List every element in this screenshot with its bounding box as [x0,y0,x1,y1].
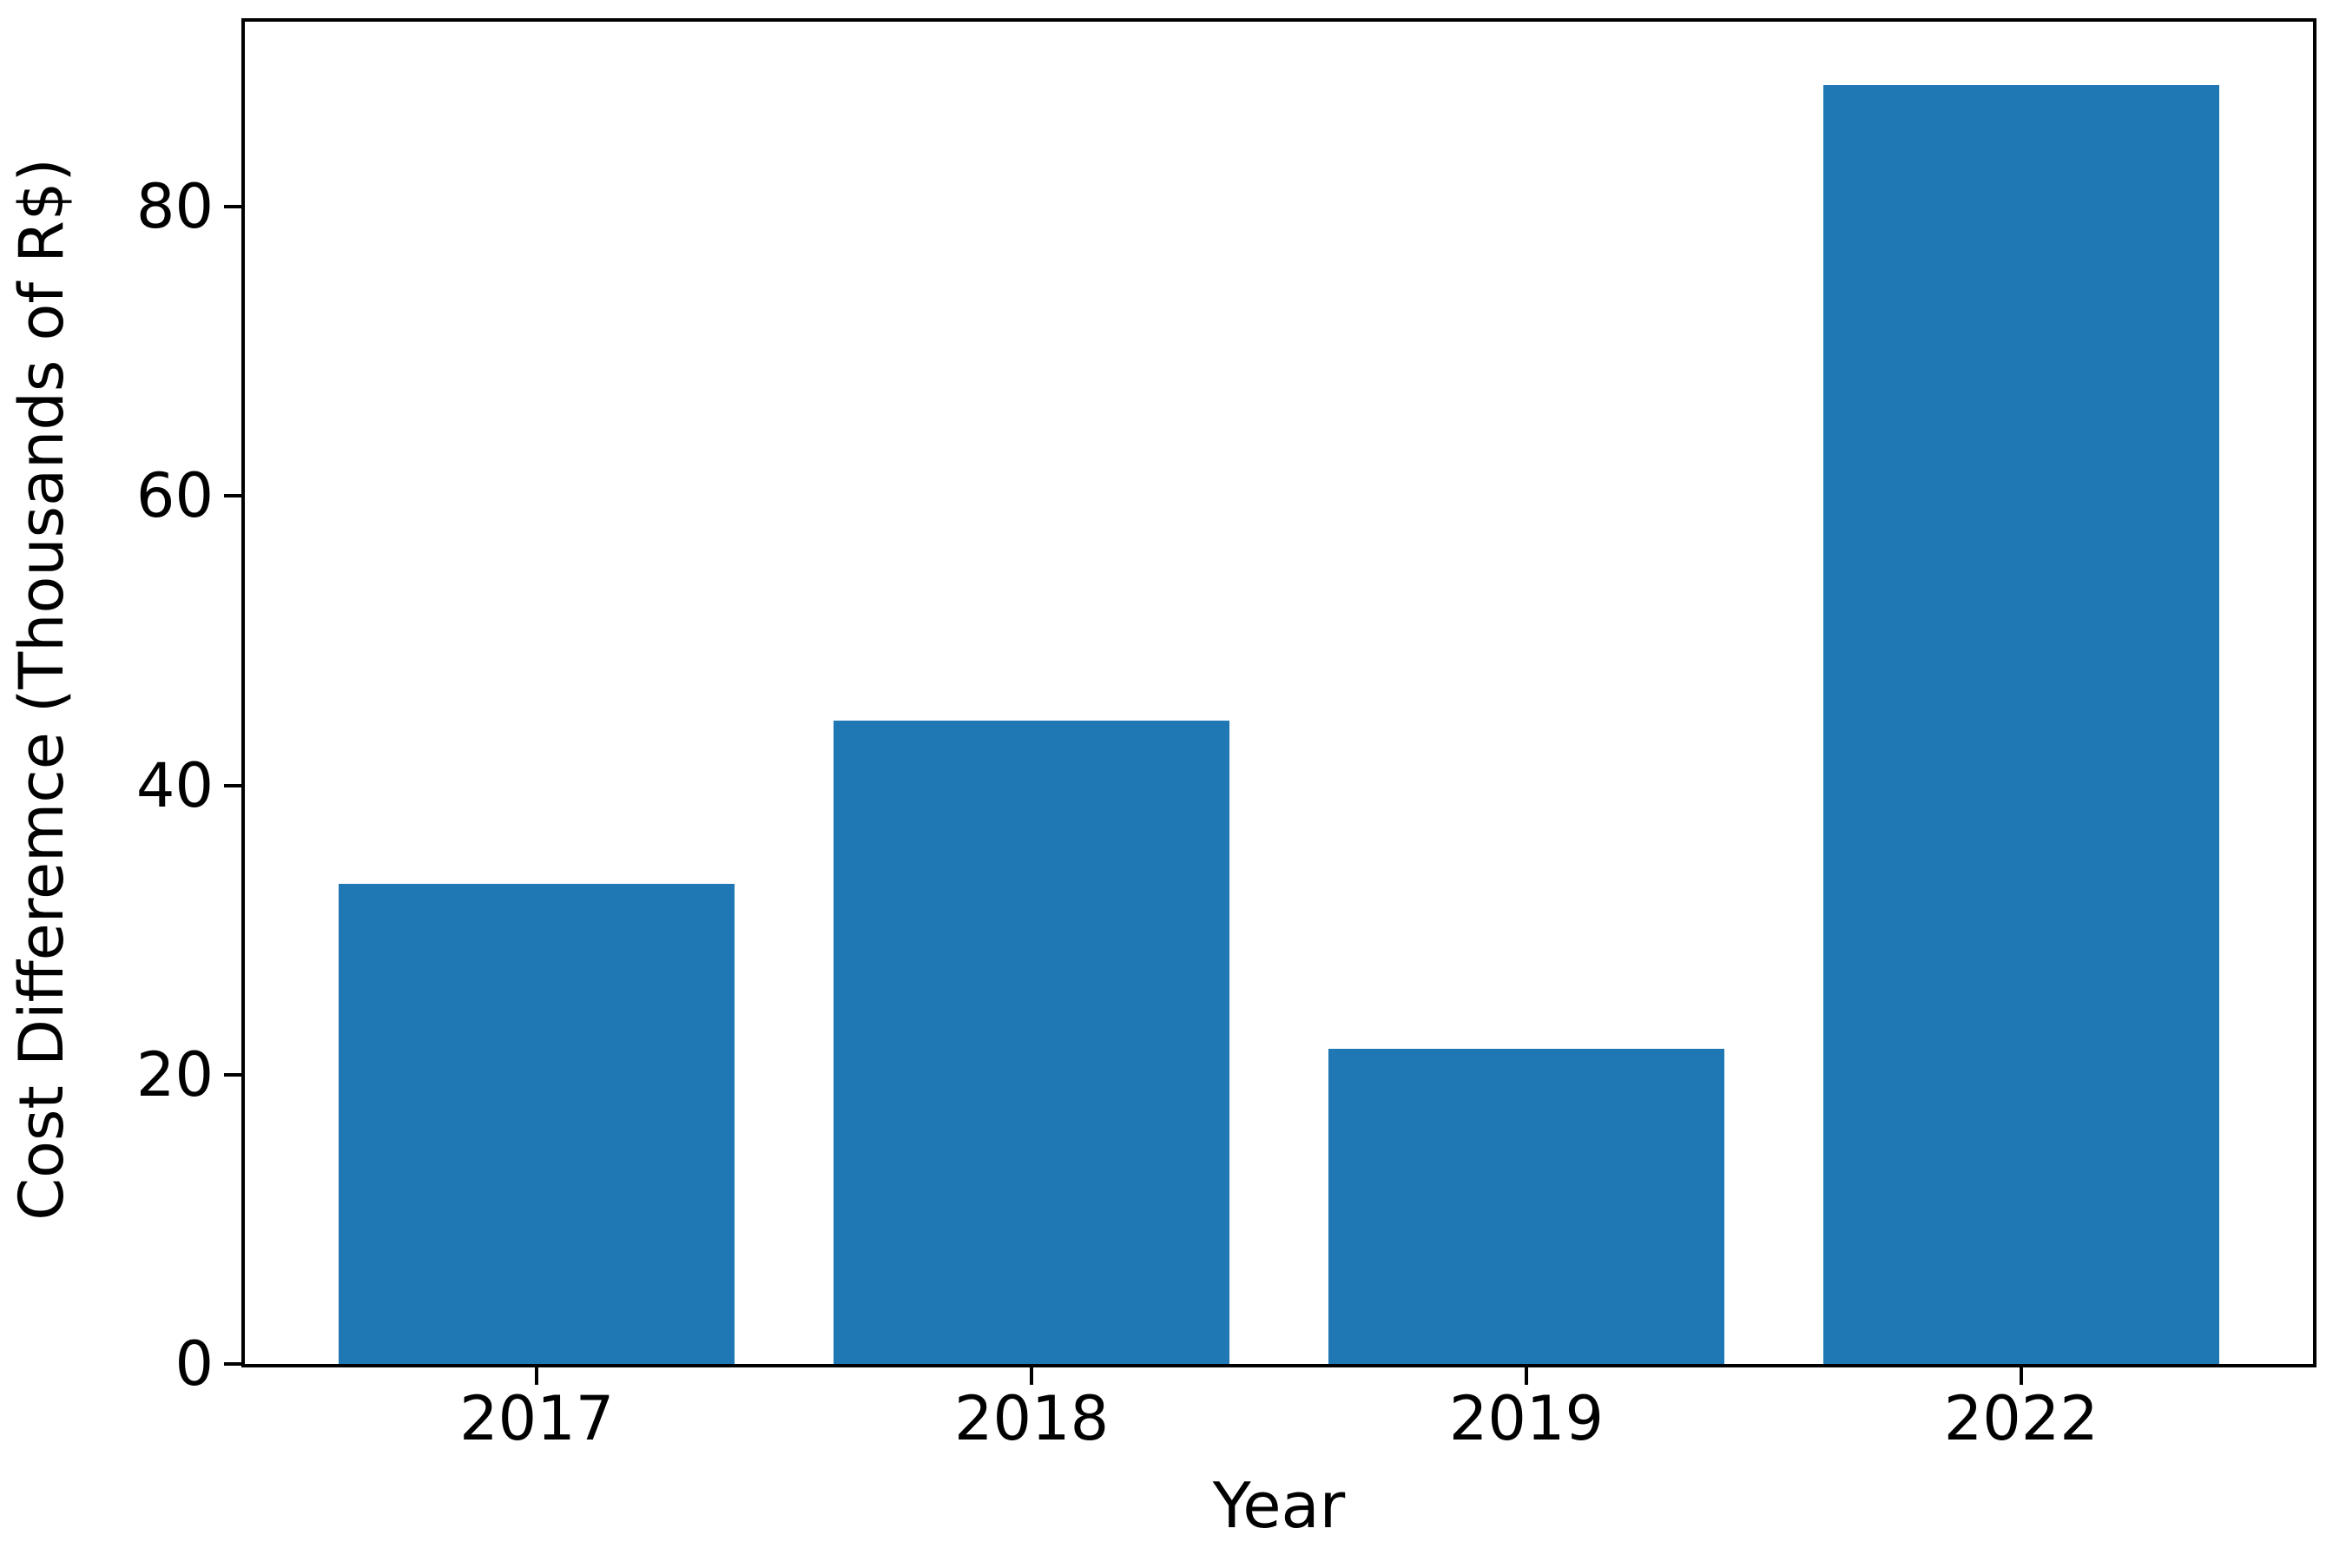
x-tick-label: 2022 [1943,1383,2099,1454]
y-axis-label: Cost Differemce (Thousands of R$) [6,158,77,1221]
x-tick-label: 2019 [1448,1383,1604,1454]
y-tick-mark [224,1362,241,1366]
bar-2019 [1328,1048,1724,1364]
plot-area: 0 20 40 60 80 2017 2018 2019 2022 [136,18,2317,1449]
y-tick-label: 80 [135,171,214,243]
y-tick-label: 60 [135,460,214,532]
y-tick-mark [224,494,241,498]
bar-2018 [834,720,1229,1364]
x-tick-mark [1030,1367,1034,1385]
y-tick-mark [224,1072,241,1077]
y-tick-mark [224,205,241,209]
y-tick-mark [224,783,241,787]
x-tick-label: 2018 [953,1383,1110,1454]
x-tick-mark [535,1367,539,1385]
y-tick-label: 40 [135,749,214,821]
y-tick-label: 20 [135,1038,214,1110]
bar-2022 [1822,85,2219,1364]
x-tick-mark [1524,1367,1528,1385]
y-tick-label: 0 [175,1328,214,1400]
x-tick-label: 2017 [459,1383,615,1454]
x-axis-label: Year [1212,1469,1346,1542]
bar-2017 [339,883,735,1364]
x-tick-mark [2019,1367,2023,1385]
